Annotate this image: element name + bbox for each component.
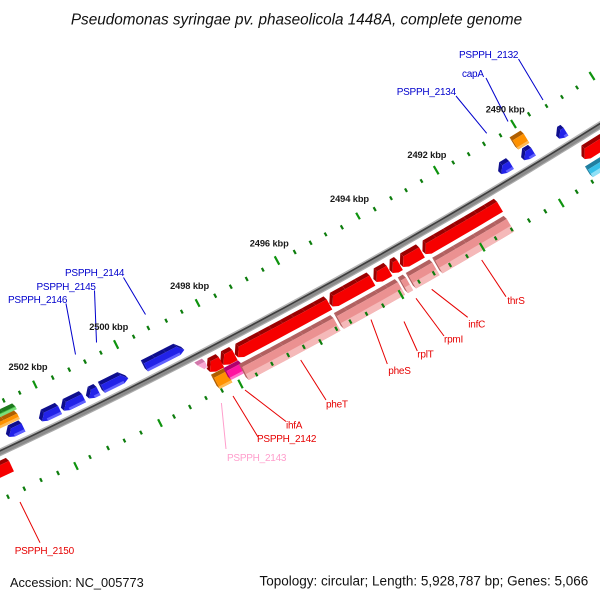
- svg-text:PSPPH_2143: PSPPH_2143: [227, 453, 287, 464]
- svg-text:2500 kbp: 2500 kbp: [89, 322, 128, 332]
- svg-text:ihfA: ihfA: [286, 420, 303, 431]
- svg-text:pheS: pheS: [388, 366, 411, 377]
- svg-text:rpmI: rpmI: [444, 335, 463, 346]
- svg-text:thrS: thrS: [507, 296, 525, 307]
- svg-text:PSPPH_2146: PSPPH_2146: [8, 295, 68, 306]
- svg-text:pheT: pheT: [326, 399, 348, 410]
- svg-text:PSPPH_2144: PSPPH_2144: [65, 268, 125, 279]
- svg-text:PSPPH_2142: PSPPH_2142: [257, 434, 317, 445]
- svg-text:rplT: rplT: [417, 349, 433, 360]
- svg-text:2494 kbp: 2494 kbp: [330, 194, 369, 204]
- svg-text:PSPPH_2132: PSPPH_2132: [459, 50, 519, 61]
- svg-text:2496 kbp: 2496 kbp: [250, 238, 289, 248]
- svg-text:Accession: NC_005773: Accession: NC_005773: [10, 575, 144, 590]
- svg-text:capA: capA: [462, 69, 484, 80]
- svg-text:infC: infC: [468, 319, 485, 330]
- svg-text:2490 kbp: 2490 kbp: [486, 105, 525, 115]
- svg-text:Topology: circular; Length: 5,: Topology: circular; Length: 5,928,787 bp…: [260, 574, 589, 589]
- svg-text:PSPPH_2145: PSPPH_2145: [37, 282, 97, 293]
- svg-text:2498 kbp: 2498 kbp: [170, 281, 209, 291]
- svg-text:2502 kbp: 2502 kbp: [9, 362, 48, 372]
- svg-text:PSPPH_2150: PSPPH_2150: [15, 546, 75, 557]
- svg-text:2492 kbp: 2492 kbp: [407, 150, 446, 160]
- svg-text:Pseudomonas syringae pv. phase: Pseudomonas syringae pv. phaseolicola 14…: [71, 12, 522, 29]
- svg-text:PSPPH_2134: PSPPH_2134: [397, 87, 457, 98]
